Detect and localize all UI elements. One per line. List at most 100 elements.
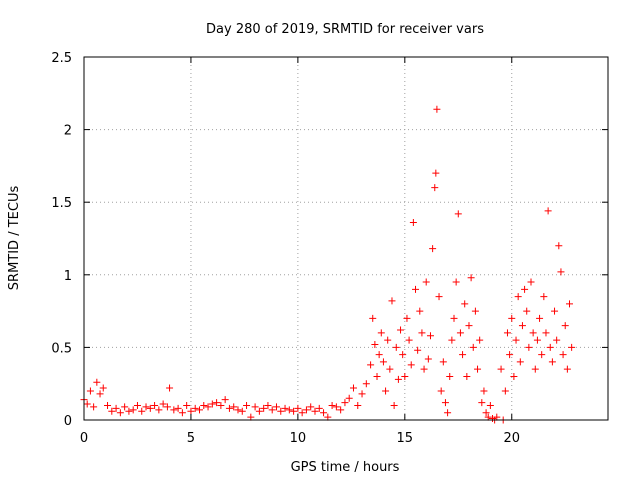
data-point bbox=[405, 336, 413, 344]
data-point bbox=[412, 285, 420, 293]
data-point bbox=[429, 245, 437, 253]
data-point bbox=[446, 372, 454, 380]
data-point bbox=[456, 329, 464, 337]
data-point bbox=[108, 407, 116, 415]
data-point bbox=[508, 314, 516, 322]
data-point bbox=[533, 336, 541, 344]
data-point bbox=[362, 380, 370, 388]
data-point bbox=[191, 404, 199, 412]
data-point bbox=[557, 268, 565, 276]
data-point bbox=[255, 407, 263, 415]
data-point bbox=[294, 404, 302, 412]
data-point bbox=[431, 184, 439, 192]
data-point bbox=[195, 406, 203, 414]
data-point bbox=[311, 407, 319, 415]
data-point bbox=[422, 278, 430, 286]
data-point bbox=[302, 406, 310, 414]
data-point bbox=[234, 406, 242, 414]
data-point bbox=[516, 358, 524, 366]
y-tick-label: 2.5 bbox=[51, 51, 72, 66]
data-point bbox=[450, 314, 458, 322]
data-point bbox=[426, 332, 434, 340]
data-point bbox=[482, 409, 490, 417]
x-tick-label: 20 bbox=[503, 431, 520, 446]
data-point bbox=[367, 361, 375, 369]
chart-title: Day 280 of 2019, SRMTID for receiver var… bbox=[206, 22, 484, 37]
y-tick-label: 0.5 bbox=[51, 341, 72, 356]
data-point bbox=[437, 387, 445, 395]
data-point bbox=[163, 403, 171, 411]
data-point bbox=[174, 404, 182, 412]
x-tick-label: 0 bbox=[80, 431, 88, 446]
data-point bbox=[382, 387, 390, 395]
data-point bbox=[125, 407, 133, 415]
data-point bbox=[187, 407, 195, 415]
data-point bbox=[208, 400, 216, 408]
data-point bbox=[540, 293, 548, 301]
data-point bbox=[510, 372, 518, 380]
data-point bbox=[463, 372, 471, 380]
data-point bbox=[523, 307, 531, 315]
y-tick-label: 1.5 bbox=[51, 196, 72, 211]
data-point bbox=[555, 242, 563, 250]
data-point bbox=[247, 413, 255, 421]
data-point bbox=[341, 399, 349, 407]
data-point bbox=[183, 401, 191, 409]
data-point bbox=[243, 401, 251, 409]
data-point bbox=[529, 329, 537, 337]
data-point bbox=[518, 322, 526, 330]
data-point bbox=[379, 358, 387, 366]
data-point bbox=[129, 406, 137, 414]
data-point bbox=[525, 343, 533, 351]
data-point bbox=[200, 401, 208, 409]
data-point bbox=[375, 351, 383, 359]
data-point bbox=[116, 409, 124, 417]
data-point bbox=[414, 346, 422, 354]
data-point bbox=[221, 396, 229, 404]
data-point bbox=[471, 307, 479, 315]
data-point bbox=[260, 404, 268, 412]
x-tick-label: 10 bbox=[290, 431, 307, 446]
x-axis-label: GPS time / hours bbox=[291, 460, 400, 475]
data-point bbox=[397, 326, 405, 334]
data-point bbox=[166, 384, 174, 392]
data-point bbox=[407, 361, 415, 369]
data-point bbox=[170, 406, 178, 414]
data-point bbox=[566, 300, 574, 308]
data-point bbox=[416, 307, 424, 315]
y-tick-label: 1 bbox=[64, 269, 72, 284]
data-point bbox=[394, 375, 402, 383]
data-point bbox=[420, 365, 428, 373]
data-point bbox=[290, 407, 298, 415]
data-point bbox=[155, 406, 163, 414]
y-axis-label: SRMTID / TECUs bbox=[7, 186, 22, 291]
data-point bbox=[204, 403, 212, 411]
plot-frame bbox=[83, 56, 609, 421]
data-point bbox=[465, 322, 473, 330]
data-point bbox=[501, 387, 509, 395]
y-tick-label: 2 bbox=[64, 124, 72, 139]
data-point bbox=[277, 407, 285, 415]
data-point bbox=[93, 378, 101, 386]
data-point bbox=[142, 403, 150, 411]
data-point bbox=[268, 406, 276, 414]
data-point bbox=[559, 351, 567, 359]
data-point bbox=[264, 401, 272, 409]
data-point bbox=[441, 399, 449, 407]
data-point bbox=[332, 403, 340, 411]
data-point bbox=[486, 401, 494, 409]
data-points bbox=[80, 105, 576, 424]
data-point bbox=[497, 365, 505, 373]
data-point bbox=[452, 278, 460, 286]
data-point bbox=[285, 406, 293, 414]
data-point bbox=[281, 404, 289, 412]
data-point bbox=[178, 409, 186, 417]
data-point bbox=[315, 404, 323, 412]
data-point bbox=[133, 401, 141, 409]
data-point bbox=[435, 293, 443, 301]
data-point bbox=[96, 390, 104, 398]
data-point bbox=[83, 400, 91, 408]
data-point bbox=[272, 403, 280, 411]
data-point bbox=[90, 403, 98, 411]
